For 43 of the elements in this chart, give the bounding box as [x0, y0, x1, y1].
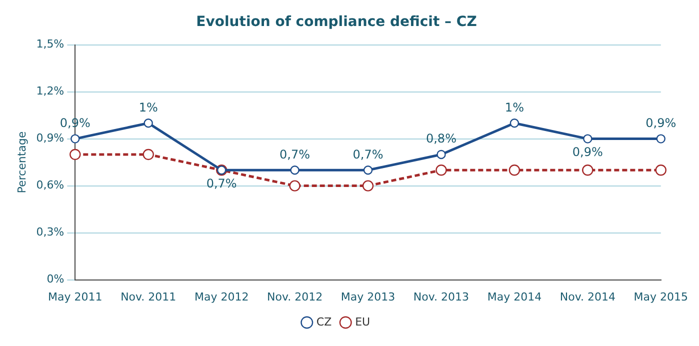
point [70, 148, 81, 160]
point [142, 148, 154, 160]
x-tick-label: Nov. 2012 [266, 290, 323, 304]
chart-title: Evolution of compliance deficit – CZ [196, 14, 477, 30]
y-tick-label: 0,9% [36, 132, 64, 145]
point [70, 134, 80, 144]
point [290, 166, 300, 175]
data-label: 1% [504, 100, 524, 114]
y-tick-label: 0,3% [36, 226, 64, 239]
legend-label: EU [355, 315, 370, 328]
point [655, 164, 666, 176]
x-tick-label: May 2011 [48, 290, 102, 304]
data-label: 0,8% [426, 132, 456, 146]
legend-label: CZ [316, 315, 332, 328]
y-tick-label: 1,2% [36, 84, 64, 98]
y-tick-label: 1,5% [36, 38, 64, 51]
point [144, 118, 153, 128]
data-label: 0,9% [572, 144, 603, 159]
y-tick-label: 0% [46, 272, 64, 286]
x-tick-label: Nov. 2014 [560, 290, 616, 304]
x-tick-label: May 2014 [487, 290, 542, 304]
x-tick-label: May 2013 [340, 290, 396, 304]
point [436, 164, 447, 176]
point [436, 150, 446, 160]
x-tick-label: May 2015 [634, 290, 688, 304]
data-label: 0,9% [646, 116, 676, 130]
point [362, 180, 374, 192]
point [510, 118, 520, 128]
data-label: 0,7% [352, 147, 384, 162]
point [583, 134, 592, 144]
data-label: 0,7% [280, 147, 310, 162]
x-tick-label: Nov. 2013 [413, 290, 470, 304]
x-tick-label: May 2012 [194, 290, 249, 304]
data-label: 0,7% [206, 176, 237, 190]
y-tick-label: 0,6% [36, 178, 64, 192]
point [582, 164, 594, 176]
x-tick-label: Nov. 2011 [120, 290, 176, 304]
point [363, 166, 373, 175]
point [508, 164, 520, 176]
point [656, 134, 666, 144]
data-label: 1% [138, 100, 158, 114]
y-axis-title: Percentage [15, 131, 28, 194]
point [289, 180, 300, 192]
